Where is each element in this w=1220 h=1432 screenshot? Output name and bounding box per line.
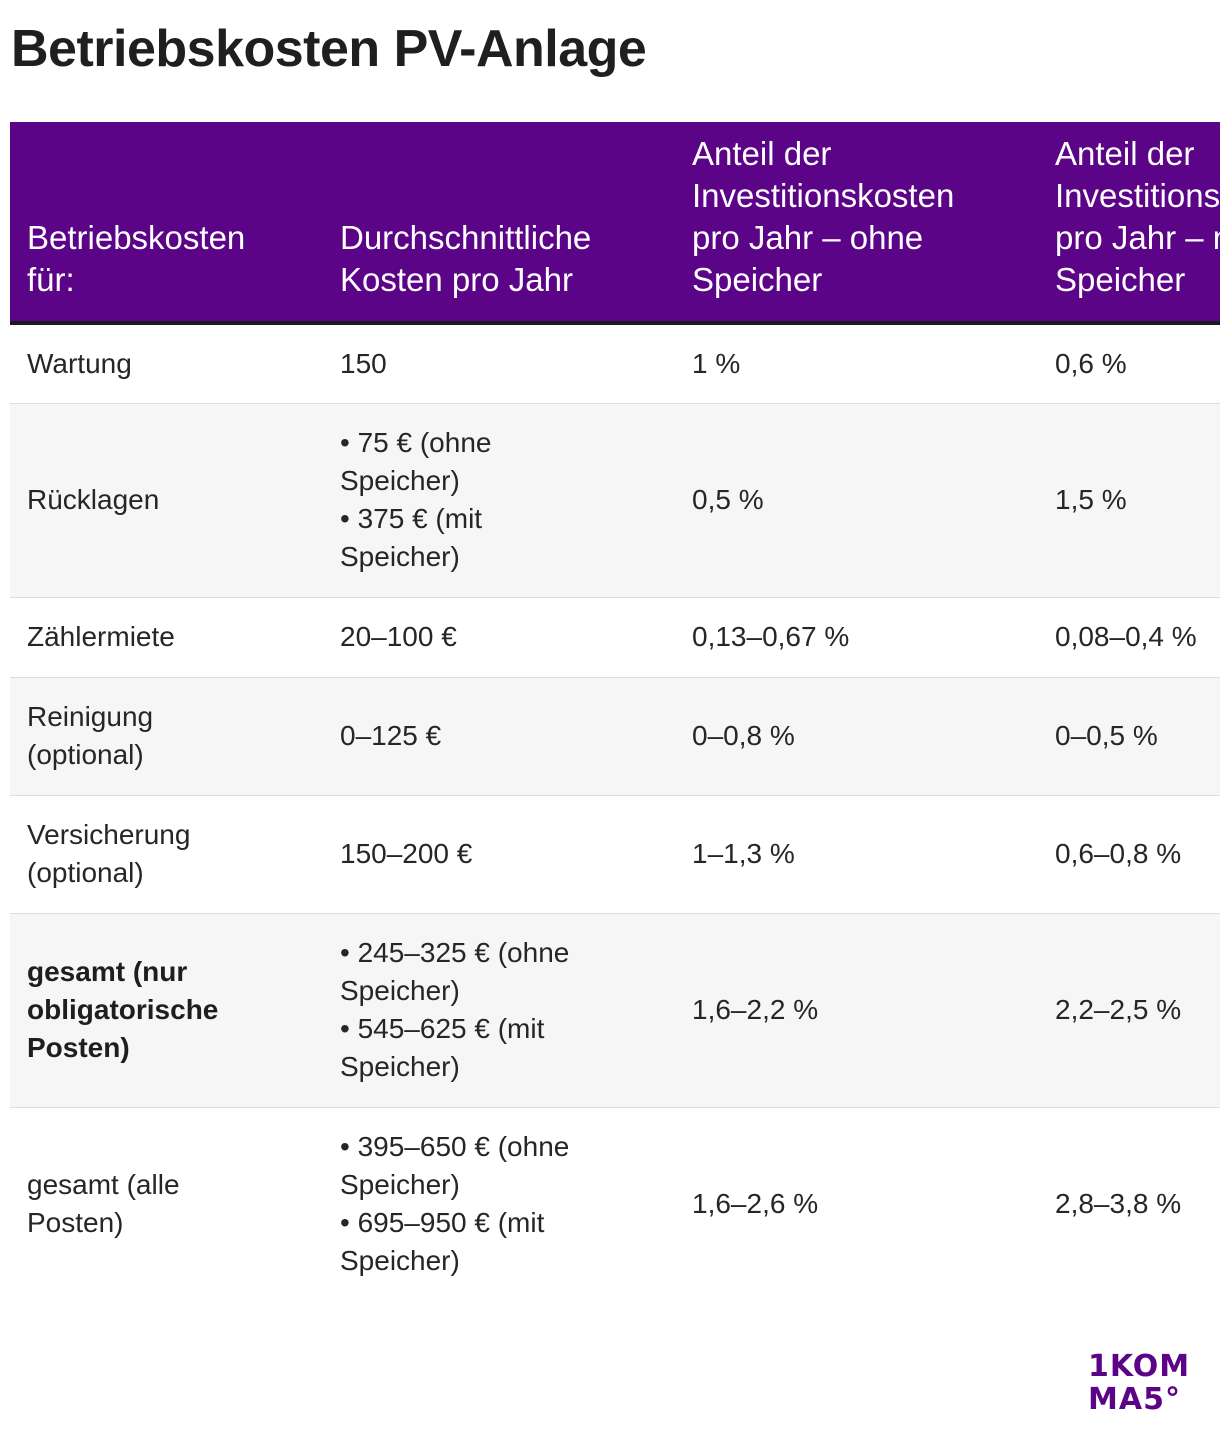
cell-share-without-storage: 0,13–0,67 % (692, 621, 850, 652)
cell-line: Speicher) (340, 1169, 460, 1201)
cell-line: (optional) (27, 739, 144, 770)
cell-line: gesamt (alle (27, 1169, 180, 1201)
cell-line: 150 (340, 347, 387, 379)
column-header-average-cost: Durchschnittliche Kosten pro Jahr (323, 122, 675, 323)
cell-average-cost: • 245–325 € (ohne Speicher) • 545–625 € … (323, 913, 675, 1107)
cell-average-cost: • 395–650 € (ohne Speicher) • 695–950 € … (323, 1107, 675, 1301)
cell-line: Posten) (27, 1032, 130, 1063)
table-row: Zählermiete 20–100 € 0,13–0,67 % 0,08–0,… (10, 597, 1220, 677)
cell-line: • 245–325 € (ohne (340, 937, 570, 968)
row-label: Versicherung (optional) (10, 795, 323, 913)
row-label: Reinigung (optional) (10, 677, 323, 795)
table-row: Wartung 150 1 % 0,6 % (10, 323, 1220, 403)
cell-line: Speicher) (340, 541, 460, 572)
cell-line: 20–100 € (340, 621, 457, 652)
cell-share-without-storage: 1–1,3 % (692, 838, 795, 869)
header-line: Speicher (692, 261, 823, 298)
header-line: pro Jahr – mit (1055, 219, 1220, 256)
brand-logo: 1KOM MA5° (1088, 1350, 1200, 1416)
cell-share-with-storage: 0,6–0,8 % (1055, 838, 1182, 869)
cell-share-without-storage: 1,6–2,6 % (692, 1188, 819, 1220)
cell-line: Versicherung (27, 819, 191, 850)
cell-line: Wartung (27, 347, 132, 379)
table-row: gesamt (alle Posten) • 395–650 € (ohne S… (10, 1107, 1220, 1301)
row-label: Wartung (10, 323, 323, 403)
table-row: Rücklagen • 75 € (ohne Speicher) • 375 €… (10, 403, 1220, 597)
header-line: Investitionskosten (692, 177, 955, 214)
cell-average-cost: 150–200 € (323, 795, 675, 913)
table-row: gesamt (nur obligatorische Posten) • 245… (10, 913, 1220, 1107)
row-label: gesamt (alle Posten) (10, 1107, 323, 1301)
table-row: Versicherung (optional) 150–200 € 1–1,3 … (10, 795, 1220, 913)
cell-share-with-storage: 1,5 % (1055, 484, 1127, 515)
cell-line: Speicher) (340, 1245, 460, 1277)
row-label: Rücklagen (10, 403, 323, 597)
cell-line: • 75 € (ohne (340, 427, 492, 458)
cell-share-with-storage: 2,8–3,8 % (1055, 1188, 1182, 1220)
header-line: Durchschnittliche (340, 219, 592, 256)
cell-share-without-storage: 1 % (692, 347, 741, 379)
cell-average-cost: 0–125 € (323, 677, 675, 795)
cell-share-without-storage: 0–0,8 % (692, 720, 795, 751)
cell-line: obligatorische (27, 994, 219, 1025)
header-line: Betriebskosten (27, 219, 246, 256)
cell-share-with-storage: 0–0,5 % (1055, 720, 1158, 751)
header-line: Anteil der (692, 135, 832, 172)
cell-line: Zählermiete (27, 621, 175, 652)
cell-line: 150–200 € (340, 838, 473, 869)
cell-share-with-storage: 0,6 % (1055, 347, 1127, 379)
cell-line: (optional) (27, 857, 144, 888)
cell-line: Posten) (27, 1207, 124, 1239)
cell-line: Rücklagen (27, 484, 160, 515)
row-label: gesamt (nur obligatorische Posten) (10, 913, 323, 1107)
table-row: Reinigung (optional) 0–125 € 0–0,8 % 0–0… (10, 677, 1220, 795)
cell-line: • 545–625 € (mit (340, 1013, 545, 1044)
cell-line: • 375 € (mit (340, 503, 483, 534)
cell-share-without-storage: 0,5 % (692, 484, 764, 515)
cell-line: • 695–950 € (mit (340, 1207, 545, 1239)
header-line: Kosten pro Jahr (340, 261, 573, 298)
logo-line: 1KOM (1088, 1349, 1191, 1384)
cell-average-cost: • 75 € (ohne Speicher) • 375 € (mit Spei… (323, 403, 675, 597)
column-header-category: Betriebskosten für: (10, 122, 323, 323)
header-line: pro Jahr – ohne (692, 219, 924, 256)
cell-line: Speicher) (340, 975, 460, 1006)
cell-line: 0–125 € (340, 720, 442, 751)
cell-line: Reinigung (27, 701, 154, 732)
row-label: Zählermiete (10, 597, 323, 677)
cell-share-with-storage: 0,08–0,4 % (1055, 621, 1197, 652)
cell-line: Speicher) (340, 1051, 460, 1082)
cell-share-with-storage: 2,2–2,5 % (1055, 994, 1182, 1025)
costs-table-container: Betriebskosten für: Durchschnittliche Ko… (10, 122, 1220, 1301)
column-header-share-without-storage: Anteil der Investitionskosten pro Jahr –… (675, 122, 1038, 323)
header-line: Investitionskosten (1055, 177, 1220, 214)
table-header-row: Betriebskosten für: Durchschnittliche Ko… (10, 122, 1220, 323)
cell-line: • 395–650 € (ohne (340, 1131, 570, 1163)
column-header-share-with-storage: Anteil der Investitionskosten pro Jahr –… (1038, 122, 1220, 323)
cell-average-cost: 150 (323, 323, 675, 403)
cell-average-cost: 20–100 € (323, 597, 675, 677)
header-line: für: (27, 261, 75, 298)
cell-line: gesamt (nur (27, 956, 188, 987)
header-line: Speicher (1055, 261, 1186, 298)
cell-line: Speicher) (340, 465, 460, 496)
logo-line: MA5° (1088, 1382, 1181, 1417)
costs-table: Betriebskosten für: Durchschnittliche Ko… (10, 122, 1220, 1301)
page-title: Betriebskosten PV-Anlage (11, 20, 647, 78)
header-line: Anteil der (1055, 135, 1195, 172)
cell-share-without-storage: 1,6–2,2 % (692, 994, 819, 1025)
